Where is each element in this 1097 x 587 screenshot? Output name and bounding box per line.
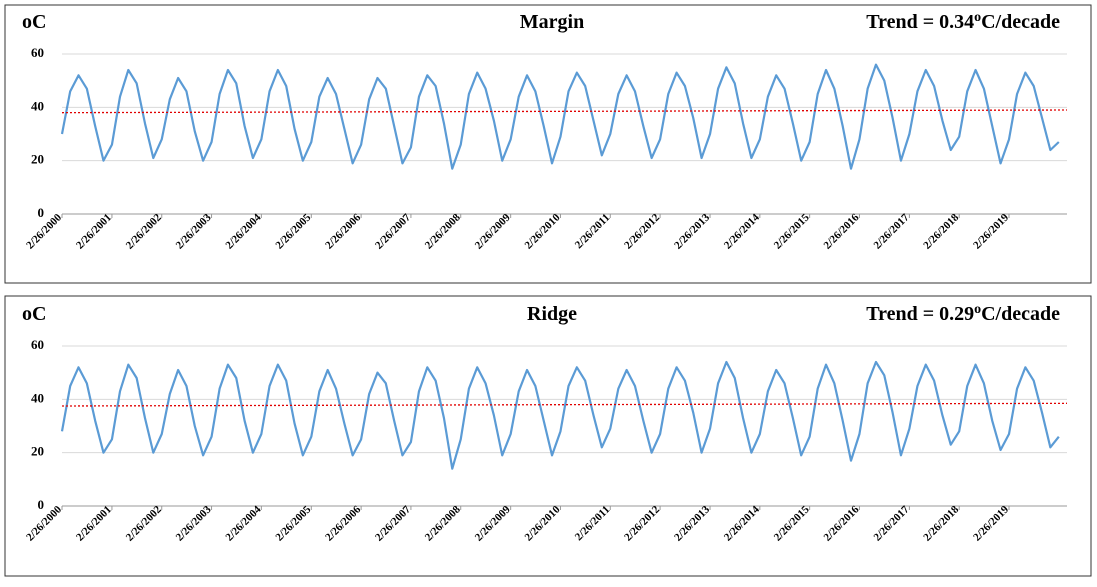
annotation-part: Trend = 0.34	[866, 11, 974, 33]
y-unit-label: oC	[22, 11, 46, 33]
trend-annotation: Trend = 0.29oC/decade	[866, 302, 1060, 325]
y-tick-label: 0	[38, 497, 45, 512]
trend-line	[61, 109, 1068, 114]
y-tick-label: 20	[31, 444, 44, 459]
y-tick-label: 40	[31, 390, 44, 405]
y-tick-label: 0	[38, 205, 45, 220]
chart-title: Ridge	[527, 303, 577, 325]
annotation-part: o	[974, 10, 981, 25]
y-tick-label: 40	[31, 98, 44, 113]
trend-annotation: Trend = 0.34oC/decade	[866, 10, 1060, 33]
chart-title: Margin	[520, 11, 584, 33]
y-tick-label: 60	[31, 337, 44, 352]
trend-line	[61, 402, 1068, 407]
y-unit-label: oC	[22, 303, 46, 325]
y-tick-label: 20	[31, 152, 44, 167]
y-tick-label: 60	[31, 45, 44, 60]
annotation-part: C/decade	[981, 303, 1060, 325]
annotation-part: C/decade	[981, 11, 1060, 33]
annotation-part: Trend = 0.29	[866, 303, 974, 325]
annotation-part: o	[974, 302, 981, 317]
data-line	[60, 63, 1060, 170]
data-line	[60, 360, 1060, 470]
